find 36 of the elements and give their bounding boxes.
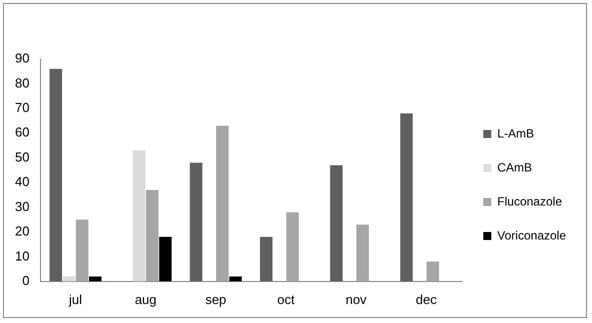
bar [50, 68, 62, 282]
y-tick-label: 30 [14, 198, 30, 214]
y-tick-label: 50 [14, 149, 30, 164]
legend-label: Voriconazole [497, 228, 566, 242]
bar [62, 276, 76, 282]
bar [159, 236, 172, 282]
y-tick-label: 90 [14, 50, 30, 66]
bar [89, 276, 102, 282]
bar [356, 224, 369, 282]
bar [286, 212, 299, 282]
bar [426, 262, 440, 282]
bar [216, 126, 229, 282]
legend-label: Fluconazole [497, 194, 562, 208]
y-tick-label: 10 [14, 248, 30, 264]
x-tick-label: sep [205, 292, 226, 307]
bar [132, 150, 146, 282]
bar [190, 162, 202, 282]
x-tick-label: dec [416, 292, 438, 307]
y-tick-label: 0 [22, 272, 30, 288]
y-tick-label: 70 [14, 100, 30, 115]
bar [146, 190, 158, 282]
y-tick-label: 40 [14, 174, 30, 190]
x-tick-label: jul [68, 292, 82, 307]
bar [76, 220, 88, 282]
bar [229, 276, 242, 282]
legend-label: L-AmB [497, 126, 534, 140]
bar [400, 113, 413, 282]
bar [260, 236, 272, 282]
legend-label: CAmB [497, 160, 532, 174]
bar [330, 165, 343, 282]
x-tick-label: oct [277, 292, 295, 307]
y-tick-label: 60 [14, 124, 30, 140]
y-tick-label: 80 [14, 75, 30, 90]
x-tick-label: nov [346, 292, 368, 307]
x-tick-label: aug [134, 292, 157, 307]
y-tick-label: 20 [14, 224, 30, 239]
